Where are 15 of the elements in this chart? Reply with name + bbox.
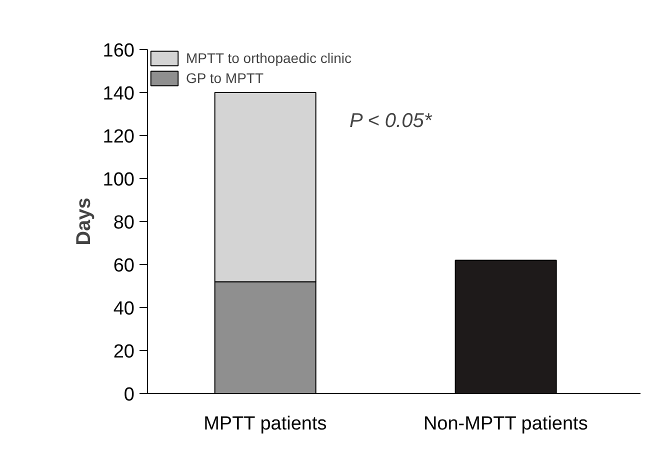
y-tick-label: 80 xyxy=(113,212,135,234)
y-tick-label: 60 xyxy=(113,256,135,276)
y-tick-label: 120 xyxy=(102,126,134,148)
x-tick-label: Non-MPTT patients xyxy=(423,414,588,434)
legend-label: GP to MPTT xyxy=(186,70,264,86)
annotation: P < 0.05* xyxy=(350,110,433,132)
y-tick-label: 160 xyxy=(102,40,134,62)
y-tick-label: 0 xyxy=(124,384,135,406)
y-tick-label: 40 xyxy=(113,298,135,320)
y-tick-label: 140 xyxy=(102,84,134,104)
legend-label: MPTT to orthopaedic clinic xyxy=(186,50,352,66)
y-tick-label: 20 xyxy=(113,342,135,362)
y-tick-label: 100 xyxy=(102,170,134,190)
y-axis-title: Days xyxy=(72,198,95,246)
x-tick-label: MPTT patients xyxy=(204,414,327,434)
